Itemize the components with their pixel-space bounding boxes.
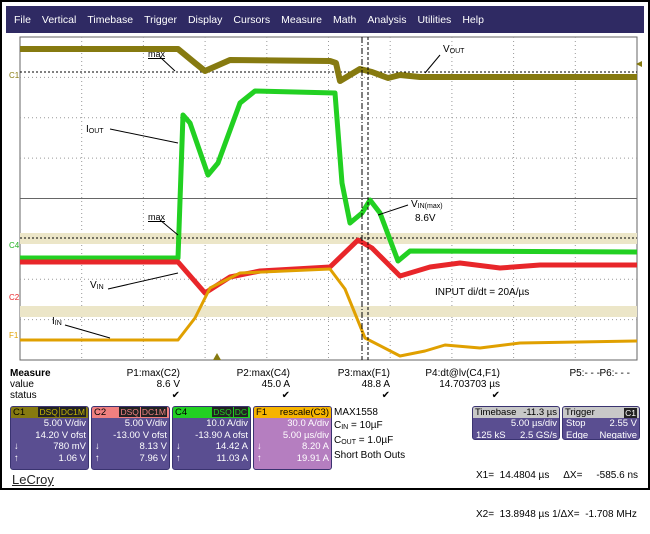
annotation-didt: INPUT di/dt = 20A/µs: [435, 287, 530, 298]
menu-math[interactable]: Math: [333, 13, 357, 26]
waveform-display: [19, 36, 642, 361]
leader-line: [107, 272, 179, 290]
measure-param-1[interactable]: P1:max(C2) 8.6 V ✔: [126, 368, 180, 401]
measure-param-6[interactable]: P6:- - -: [599, 368, 630, 379]
menu-help[interactable]: Help: [462, 13, 484, 26]
channel-panel-c2[interactable]: C2 DSQ DC1M 5.00 V/div -13.00 V ofst ↓ 8.13 …: [91, 406, 170, 470]
annotation-vout: VOUT: [443, 44, 465, 55]
measure-param-3[interactable]: P3:max(F1) 48.8 A ✔: [337, 368, 390, 401]
trigger-level-marker: [636, 61, 642, 67]
measure-title: Measure: [10, 368, 51, 379]
menu-timebase[interactable]: Timebase: [87, 13, 134, 26]
status-check-icon: ✔: [491, 390, 500, 401]
leader-line: [424, 54, 441, 74]
leader-line: [159, 219, 179, 236]
iout-trace: [20, 88, 638, 264]
measure-param-2[interactable]: P2:max(C4) 45.0 A ✔: [236, 368, 290, 401]
annotation-max-vin: max: [148, 212, 166, 222]
menu-measure[interactable]: Measure: [281, 13, 323, 26]
band: [20, 306, 637, 317]
timebase-panel[interactable]: Timebase -11.3 µs 5.00 µs/div 125 kS 2.5 G…: [472, 406, 560, 440]
annotation-vin: VIN: [90, 280, 104, 291]
menu-analysis[interactable]: Analysis: [367, 13, 407, 26]
iin-trace: [20, 267, 638, 358]
trigger-time-marker: [213, 353, 221, 360]
channel-panel-c1[interactable]: C1 DSQ DC1M 5.00 V/div 14.20 V ofst ↓ 780 mV…: [10, 406, 89, 470]
f1-marker[interactable]: F1: [9, 331, 19, 340]
status-check-icon: ✔: [281, 390, 290, 401]
channel-panel-c4[interactable]: C4 DSQ DC 10.0 A/div -13.90 A ofst ↓ 14.42 A…: [172, 406, 251, 470]
menu-bar: File Vertical Timebase Trigger Display Cursor…: [6, 6, 644, 33]
measure-row-status: status: [10, 390, 37, 401]
measure-param-4[interactable]: P4:dt@lv(C4,F1) 14.703703 µs ✔: [425, 368, 500, 401]
leader-line: [64, 324, 111, 339]
channel-panel-f1[interactable]: F1 rescale(C3) 30.0 A/div 5.00 µs/div ↓ 8.2…: [253, 406, 332, 470]
leader-line: [377, 204, 409, 216]
menu-utilities[interactable]: Utilities: [417, 13, 452, 26]
measure-param-5[interactable]: P5:- - -: [569, 368, 600, 379]
c4-marker[interactable]: C4: [9, 241, 20, 250]
menu-cursors[interactable]: Cursors: [233, 13, 271, 26]
status-check-icon: ✔: [381, 390, 390, 401]
vout-trace: [20, 46, 637, 84]
menu-vertical[interactable]: Vertical: [41, 13, 77, 26]
notes: MAX1558 CIN = 10µF COUT = 1.0µF Short Bo…: [334, 407, 406, 461]
annotation-iout: IOUT: [86, 124, 104, 135]
trigger-panel[interactable]: Trigger C1 Stop 2.55 V Edge Negative: [562, 406, 640, 440]
annotation-max-vout: max: [148, 49, 166, 59]
annotation-vin-max: VIN(max) 8.6V: [411, 199, 443, 224]
c1-marker[interactable]: C1: [9, 71, 20, 80]
measure-table: Measure value status P1:max(C2) 8.6 V ✔ P2:…: [10, 368, 640, 401]
menu-file[interactable]: File: [14, 13, 31, 26]
screen-frame: [0, 0, 650, 490]
annotation-iin: IIN: [52, 316, 62, 327]
menu-trigger[interactable]: Trigger: [144, 13, 177, 26]
lecroy-logo: LeCroy: [12, 472, 54, 487]
measure-row-value: value: [10, 379, 34, 390]
c2-marker[interactable]: C2: [9, 293, 20, 302]
leader-line: [159, 56, 176, 72]
menu-display[interactable]: Display: [187, 13, 223, 26]
leader-line: [109, 128, 179, 144]
cursor-readout: X1= 14.4804 µs ΔX= -585.6 ns X2= 13.8948…: [476, 470, 639, 520]
status-check-icon: ✔: [171, 390, 180, 401]
